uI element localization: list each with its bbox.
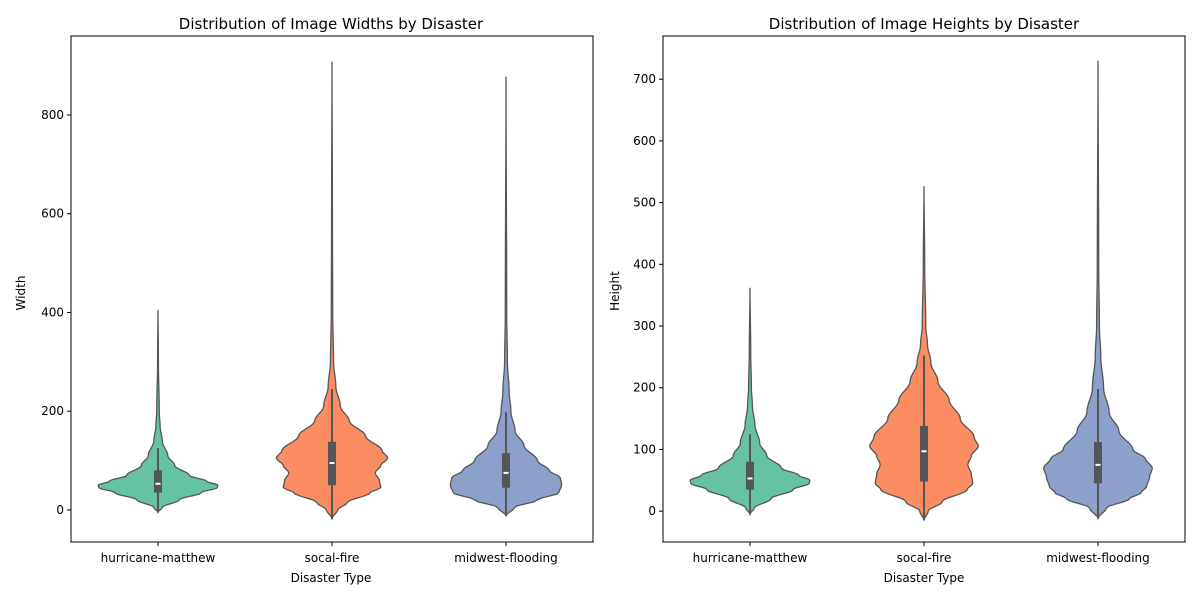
y-axis-ticks: 0 200 400 600 800	[41, 108, 71, 517]
violin-body-socal-fire	[869, 185, 979, 521]
violin-body-midwest-flooding	[449, 76, 563, 518]
chart-title: Distribution of Image Widths by Disaster	[179, 15, 484, 33]
y-axis-label: Width	[14, 276, 28, 311]
y-tick-label: 800	[41, 108, 64, 122]
y-tick-label: 500	[633, 196, 656, 210]
y-tick-label: 600	[633, 134, 656, 148]
y-axis-label: Height	[608, 271, 622, 311]
y-tick-label: 700	[633, 72, 656, 86]
violin-body-socal-fire	[275, 61, 389, 521]
x-tick-label-hurricane-matthew: hurricane-matthew	[693, 551, 808, 565]
chart-title: Distribution of Image Heights by Disaste…	[769, 15, 1080, 33]
violins	[97, 61, 563, 521]
x-tick-label-midwest-flooding: midwest-flooding	[454, 551, 558, 565]
y-axis-ticks: 0 100 200 300 400 500 600 700	[633, 72, 663, 518]
y-tick-label: 300	[633, 319, 656, 333]
violin-body-midwest-flooding	[1043, 60, 1153, 521]
violins	[689, 60, 1153, 521]
iqr-box-hurricane-matthew	[154, 470, 162, 493]
x-tick-label-hurricane-matthew: hurricane-matthew	[101, 551, 216, 565]
width-violin-chart: Distribution of Image Widths by Disaster…	[14, 15, 594, 585]
height-violin-chart: Distribution of Image Heights by Disaste…	[608, 15, 1186, 585]
iqr-box-hurricane-matthew	[746, 461, 754, 490]
y-tick-label: 200	[41, 404, 64, 418]
y-tick-label: 0	[56, 503, 64, 517]
y-tick-label: 400	[41, 305, 64, 319]
x-tick-label-socal-fire: socal-fire	[897, 551, 952, 565]
y-tick-label: 0	[648, 504, 656, 518]
x-axis-ticks: hurricane-matthew socal-fire midwest-flood…	[693, 542, 1150, 565]
x-axis-ticks: hurricane-matthew socal-fire midwest-flood…	[101, 542, 558, 565]
y-tick-label: 400	[633, 257, 656, 271]
x-tick-label-midwest-flooding: midwest-flooding	[1046, 551, 1150, 565]
y-tick-label: 200	[633, 381, 656, 395]
x-tick-label-socal-fire: socal-fire	[305, 551, 360, 565]
x-axis-label: Disaster Type	[884, 571, 965, 585]
y-tick-label: 600	[41, 207, 64, 221]
y-tick-label: 100	[633, 442, 656, 456]
iqr-box-midwest-flooding	[502, 453, 510, 488]
x-axis-label: Disaster Type	[291, 571, 372, 585]
iqr-box-midwest-flooding	[1094, 442, 1102, 484]
violin-body-hurricane-matthew	[97, 309, 219, 515]
iqr-box-socal-fire	[920, 425, 928, 482]
violin-body-hurricane-matthew	[689, 287, 811, 517]
